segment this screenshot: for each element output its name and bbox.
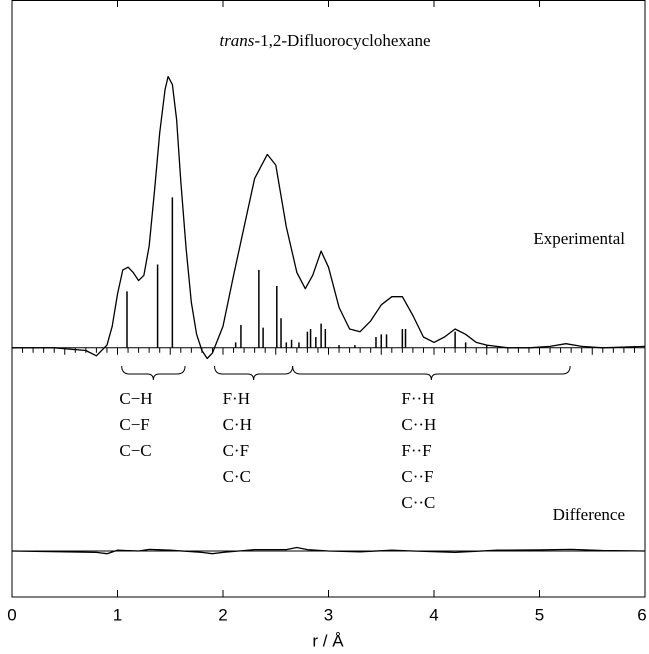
distance-label: C··C	[401, 493, 435, 512]
x-tick-label: 4	[429, 605, 438, 624]
series-label: Experimental	[533, 229, 625, 248]
title-rest: -1,2-Difluorocyclohexane	[254, 31, 430, 50]
distance-label: C··H	[401, 415, 436, 434]
chart-title: trans-1,2-Difluorocyclohexane	[219, 31, 430, 50]
bracket	[122, 366, 185, 380]
x-tick-label: 3	[324, 605, 333, 624]
distance-label: F··H	[401, 389, 434, 408]
title-prefix: trans	[219, 31, 254, 50]
bracket	[215, 366, 293, 380]
distance-label: C−F	[119, 415, 149, 434]
x-tick-label: 1	[113, 605, 122, 624]
series-label: Difference	[553, 505, 625, 524]
distance-label: F·H	[223, 389, 250, 408]
x-tick-label: 5	[535, 605, 544, 624]
x-axis-label: r / Å	[312, 631, 344, 650]
x-tick-label: 6	[637, 605, 646, 624]
curve	[12, 77, 645, 359]
distance-label: F··F	[401, 441, 431, 460]
x-tick-label: 0	[7, 605, 16, 624]
plot-frame	[12, 1, 645, 598]
distance-label: C·C	[223, 467, 251, 486]
x-tick-label: 2	[218, 605, 227, 624]
distance-label: C··F	[401, 467, 433, 486]
distance-label: C·F	[223, 441, 249, 460]
distance-label: C·H	[223, 415, 252, 434]
distance-label: C−H	[119, 389, 152, 408]
bracket	[293, 366, 570, 380]
distance-label: C−C	[119, 441, 151, 460]
